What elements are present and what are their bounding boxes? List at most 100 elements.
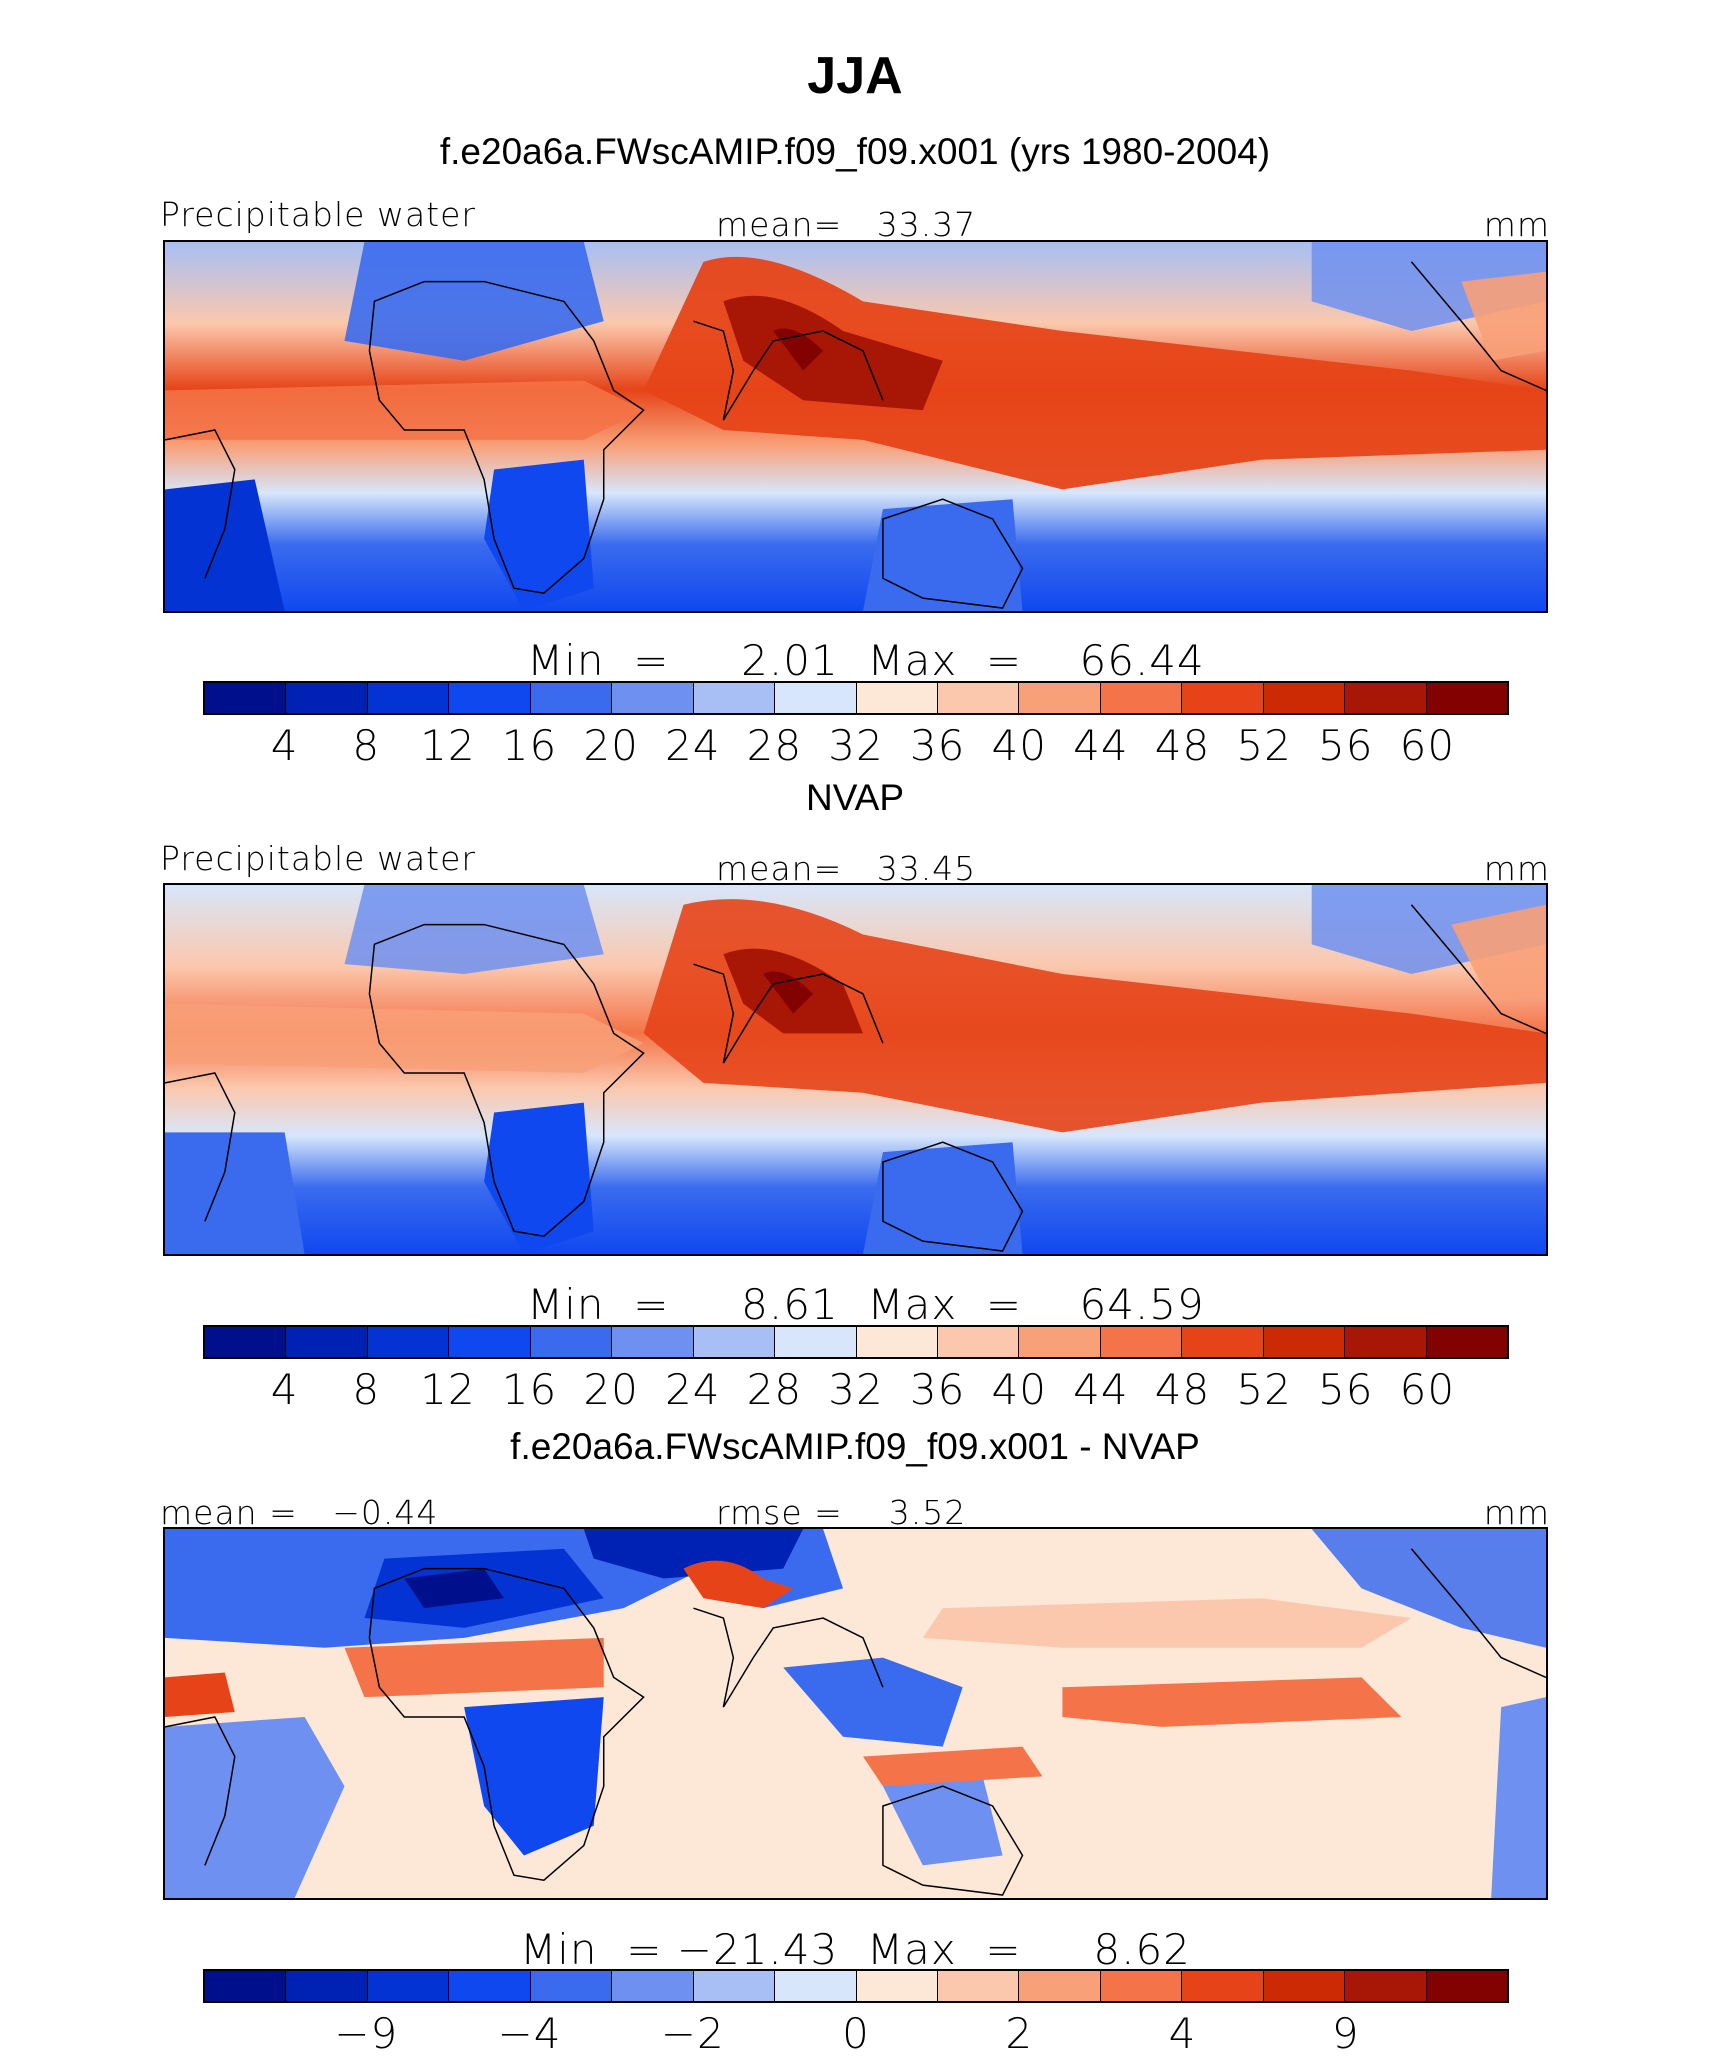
colorbar-tick-label: 8 xyxy=(352,721,381,770)
panel-1-map xyxy=(163,240,1548,613)
panel-1-monsoon-max xyxy=(723,295,943,411)
panel-2-australia-dry xyxy=(862,1142,1023,1254)
panel-3-map-plot xyxy=(165,1529,1546,1898)
panel-1-asia-outline xyxy=(693,320,884,421)
colorbar-tick-label: 32 xyxy=(828,721,884,770)
panel-3-map xyxy=(163,1527,1548,1900)
colorbar-tick-label: −2 xyxy=(660,2009,725,2058)
colorbar-swatch xyxy=(367,683,450,713)
colorbar-tick-label: 24 xyxy=(665,1365,721,1414)
colorbar-tick-label: 60 xyxy=(1399,1365,1456,1414)
panel-3-asia-outline xyxy=(693,1607,884,1708)
panel-2-colorbar xyxy=(203,1325,1509,1359)
colorbar-swatch xyxy=(693,683,776,713)
panel-2-units-label: mm xyxy=(1483,849,1550,888)
panel-2-map-plot xyxy=(165,885,1546,1254)
colorbar-swatch xyxy=(612,1971,694,2001)
colorbar-swatch xyxy=(1263,1327,1346,1357)
colorbar-tick-label: 12 xyxy=(420,721,476,770)
panel-3-subtitle: f.e20a6a.FWscAMIP.f09_f09.x001 - NVAP xyxy=(510,1426,1200,1467)
colorbar-swatch xyxy=(1263,683,1346,713)
panel-3-australia-outline xyxy=(882,1785,1024,1896)
colorbar-tick-label: 16 xyxy=(501,1365,558,1414)
panel-3-colorbar xyxy=(203,1969,1509,2003)
colorbar-swatch xyxy=(775,1327,857,1357)
panel-3-sahel-positive xyxy=(344,1637,604,1698)
panel-2-variable-label: Precipitable water xyxy=(160,839,476,878)
colorbar-tick-label: 44 xyxy=(1073,721,1129,770)
colorbar-swatch xyxy=(205,683,287,713)
panel-2-south-america-outline xyxy=(165,1072,236,1222)
panel-1-colorbar xyxy=(203,681,1509,715)
colorbar-swatch xyxy=(693,1327,776,1357)
colorbar-swatch xyxy=(1019,683,1101,713)
colorbar-swatch xyxy=(937,1327,1020,1357)
colorbar-swatch xyxy=(449,1327,531,1357)
colorbar-tick-label: 12 xyxy=(420,1365,476,1414)
panel-1-colorbar-ticks: 4 8 12 16 20 24 28 32 36 40 44 48 52 56 60 xyxy=(203,721,1509,770)
colorbar-swatch xyxy=(1345,1971,1427,2001)
panel-3-pacific-positive xyxy=(1062,1677,1402,1727)
colorbar-swatch xyxy=(1019,1327,1101,1357)
colorbar-swatch xyxy=(693,1971,776,2001)
colorbar-tick-label: 40 xyxy=(991,1365,1047,1414)
colorbar-swatch xyxy=(612,1327,694,1357)
panel-1-units-label: mm xyxy=(1483,205,1550,244)
colorbar-swatch xyxy=(775,683,857,713)
panel-1-sahara-dry xyxy=(344,242,604,361)
colorbar-tick-label: 52 xyxy=(1236,1365,1292,1414)
panel-2-warm-pool xyxy=(643,899,1546,1133)
panel-1-variable-label: Precipitable water xyxy=(160,195,476,234)
colorbar-swatch xyxy=(937,683,1020,713)
panel-2-australia-outline xyxy=(882,1141,1024,1252)
colorbar-tick-label: 60 xyxy=(1399,721,1456,770)
colorbar-tick-label: 48 xyxy=(1154,721,1211,770)
colorbar-swatch xyxy=(1182,1327,1264,1357)
main-title: JJA xyxy=(807,47,903,105)
colorbar-tick-label: 0 xyxy=(842,2009,870,2058)
colorbar-tick-label: 48 xyxy=(1154,1365,1211,1414)
panel-3-units-label: mm xyxy=(1483,1493,1550,1532)
colorbar-swatch xyxy=(1182,683,1264,713)
panel-2-mean-label: mean= 33.45 xyxy=(716,849,977,888)
colorbar-tick-label: 9 xyxy=(1331,2009,1360,2058)
colorbar-swatch xyxy=(205,1327,287,1357)
panel-3-colorbar-ticks: −9 −4 −2 0 2 4 9 xyxy=(203,2009,1509,2058)
panel-1-map-plot xyxy=(165,242,1546,611)
panel-2-sahara-dry xyxy=(344,885,604,975)
panel-3-maritime-continent-negative xyxy=(783,1657,963,1747)
colorbar-tick-label: 40 xyxy=(991,721,1047,770)
colorbar-swatch xyxy=(286,1971,368,2001)
colorbar-tick-label: 52 xyxy=(1236,721,1292,770)
panel-1-central-america-outline xyxy=(1410,261,1546,392)
colorbar-swatch xyxy=(1345,1327,1427,1357)
colorbar-tick-label: 4 xyxy=(1168,2009,1197,2058)
colorbar-swatch xyxy=(1263,1971,1346,2001)
colorbar-tick-label: 44 xyxy=(1073,1365,1129,1414)
colorbar-swatch xyxy=(530,1971,613,2001)
panel-2-colorbar-ticks: 4 8 12 16 20 24 28 32 36 40 44 48 52 56 60 xyxy=(203,1365,1509,1414)
panel-2-africa-outline xyxy=(368,923,645,1237)
colorbar-tick-label: 4 xyxy=(270,721,299,770)
colorbar-tick-label: 2 xyxy=(1005,2009,1034,2058)
colorbar-tick-label: 28 xyxy=(746,721,803,770)
colorbar-swatch xyxy=(856,1971,938,2001)
colorbar-swatch xyxy=(286,683,368,713)
colorbar-swatch xyxy=(1100,683,1183,713)
panel-3-mean-label: mean = −0.44 xyxy=(160,1493,439,1532)
colorbar-swatch xyxy=(205,1971,287,2001)
colorbar-swatch xyxy=(1426,1971,1507,2001)
panel-2-central-america-outline xyxy=(1410,904,1546,1035)
colorbar-swatch xyxy=(1182,1971,1264,2001)
colorbar-swatch xyxy=(367,1971,450,2001)
panel-3-rmse-label: rmse = 3.52 xyxy=(716,1493,967,1532)
panel-2-minmax-label: Min = 8.61 Max = 64.59 xyxy=(527,1280,1205,1329)
colorbar-tick-label: 20 xyxy=(583,721,639,770)
colorbar-tick-label: 56 xyxy=(1318,1365,1374,1414)
colorbar-swatch xyxy=(530,1327,613,1357)
colorbar-swatch xyxy=(775,1971,857,2001)
panel-3-south-america-outline xyxy=(165,1716,236,1866)
panel-1-minmax-label: Min = 2.01 Max = 66.44 xyxy=(527,636,1205,685)
panel-1-subtitle: f.e20a6a.FWscAMIP.f09_f09.x001 (yrs 1980… xyxy=(439,131,1271,172)
colorbar-swatch xyxy=(856,1327,938,1357)
